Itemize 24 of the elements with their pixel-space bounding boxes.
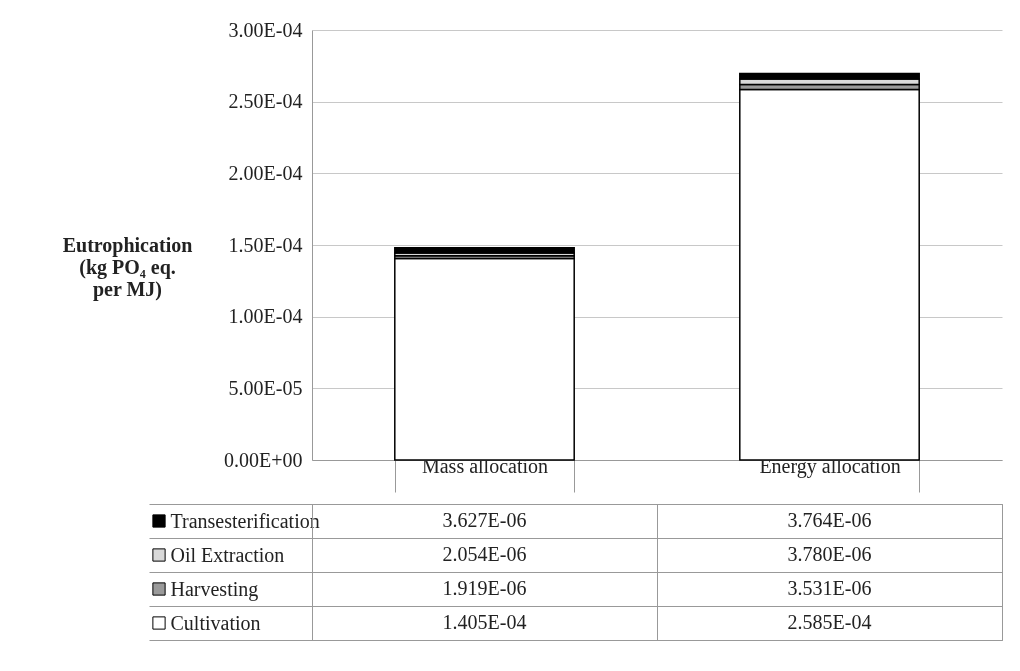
y-tick-label: 5.00E-05 [228,376,303,399]
data-label: 3.780E-06 [787,543,872,565]
y-tick-label: 1.50E-04 [228,233,303,256]
data-label: 2.054E-06 [442,543,527,565]
y-axis-title: Eutrophication (kg PO₄ eq. per MJ) [62,233,193,301]
x-tick-label: Energy allocation [759,454,901,478]
data-label: 3.531E-06 [787,577,872,599]
y-tick-label: 2.00E-04 [228,161,303,184]
y-tick-label: 3.00E-04 [228,18,303,41]
data-label: 3.764E-06 [787,509,872,531]
bar [394,246,575,254]
data-label: 1.405E-04 [442,611,527,633]
data-label: 1.919E-06 [442,577,527,599]
y-tick-label: 2.50E-04 [228,90,303,113]
legend-label: Cultivation [170,611,261,634]
data-label: 2.585E-04 [787,611,872,633]
legend-label: Oil Extraction [170,543,285,566]
data-label: 3.627E-06 [442,509,527,531]
y-tick-label: 0.00E+00 [224,448,303,471]
legend-label: Transesterification [170,509,320,532]
bar [394,257,575,461]
bar [739,88,920,461]
y-tick-label: 1.00E-04 [228,305,303,328]
legend-label: Harvesting [170,577,259,601]
